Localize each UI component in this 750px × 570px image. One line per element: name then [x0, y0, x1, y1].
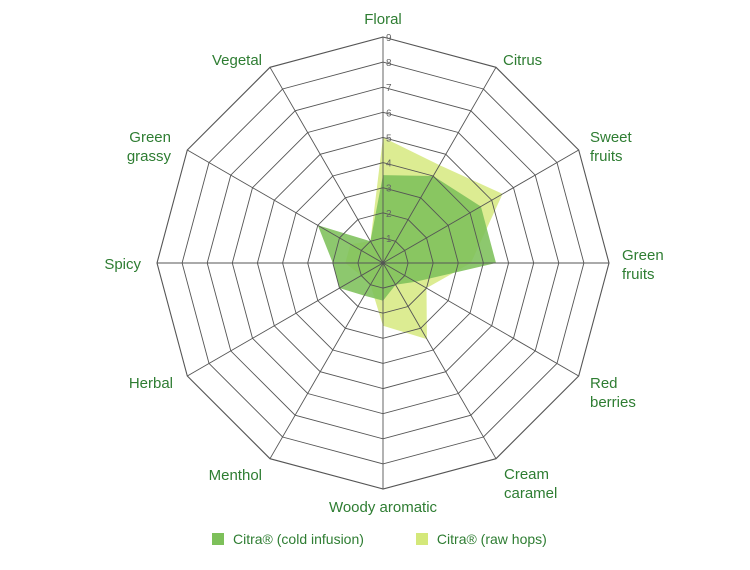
axis-label-vegetal: Vegetal: [212, 52, 262, 69]
axis-label-menthol: Menthol: [209, 467, 262, 484]
spoke-green-grassy: [187, 149, 384, 264]
legend-label-raw-hops: Citra® (raw hops): [436, 531, 547, 547]
spoke-red-berries: [382, 262, 579, 377]
tick-label-3: 3: [386, 184, 392, 195]
axis-label-green-grassy: Green grassy: [127, 129, 172, 165]
series-layer: [317, 137, 503, 340]
spoke-cream-caramel: [382, 262, 497, 459]
grid-layer: [156, 36, 610, 490]
spoke-vegetal: [269, 67, 384, 264]
axis-label-sweet-fruits: Sweet fruits: [590, 129, 633, 165]
axis-label-woody-aromatic: Woody aromatic: [329, 499, 438, 516]
axis-label-red-berries: Red berries: [590, 375, 636, 411]
tick-label-1: 1: [386, 234, 392, 245]
spoke-herbal: [187, 262, 384, 377]
tick-label-7: 7: [386, 83, 392, 94]
axis-label-cream-caramel: Cream caramel: [504, 466, 557, 502]
radar-plot-area: 1 2 3 4 5 6 7 8 9 Floral Citrus Sweet fruits Green fr…: [104, 11, 663, 516]
tick-label-9: 9: [386, 33, 392, 44]
legend-item-cold-infusion: Citra® (cold infusion): [212, 531, 364, 547]
spoke-sweet-fruits: [382, 149, 579, 264]
legend-swatch-raw-hops: [415, 533, 428, 545]
tick-label-5: 5: [386, 133, 392, 144]
spoke-menthol: [269, 262, 384, 459]
legend-item-raw-hops: Citra® (raw hops): [415, 531, 547, 547]
spoke-citrus: [382, 67, 497, 264]
tick-label-2: 2: [386, 209, 392, 220]
axis-label-layer: Floral Citrus Sweet fruits Green fruits Red ber…: [104, 11, 663, 516]
tick-label-6: 6: [386, 108, 392, 119]
series-area-citra-cold-infusion: [317, 175, 496, 301]
axis-label-citrus: Citrus: [503, 52, 542, 69]
tick-label-4: 4: [386, 159, 392, 170]
legend-swatch-cold-infusion: [212, 533, 224, 545]
axis-label-herbal: Herbal: [129, 375, 173, 392]
tick-layer: 1 2 3 4 5 6 7 8 9: [386, 33, 392, 245]
legend-label-cold-infusion: Citra® (cold infusion): [233, 531, 364, 547]
legend: Citra® (cold infusion) Citra® (raw hops): [212, 531, 599, 547]
axis-label-floral: Floral: [364, 11, 402, 28]
axis-label-spicy: Spicy: [104, 256, 141, 273]
axis-label-green-fruits: Green fruits: [622, 247, 664, 283]
tick-label-8: 8: [386, 58, 392, 69]
